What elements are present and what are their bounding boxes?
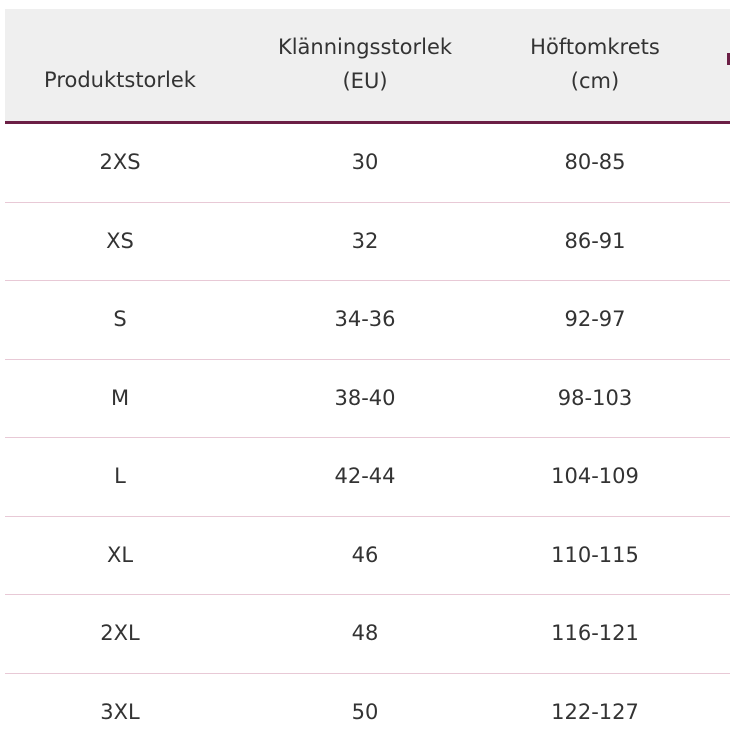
hip-circumference-cell: 80-85 bbox=[564, 150, 626, 174]
hip-circumference-cell: 92-97 bbox=[564, 307, 626, 331]
product-size-cell: S bbox=[113, 307, 127, 331]
header-dress-size: Klänningsstorlek (EU) bbox=[235, 30, 495, 98]
dress-size-cell: 32 bbox=[351, 228, 379, 253]
dress-size-cell: 34-36 bbox=[334, 307, 396, 331]
table-row: L 42-44 104-109 bbox=[5, 438, 730, 517]
dress-size-cell: 30 bbox=[351, 150, 379, 174]
hip-circumference-cell: 98-103 bbox=[557, 385, 633, 410]
table-row: XL 46 110-115 bbox=[5, 517, 730, 595]
hip-circumference-cell: 116-121 bbox=[551, 621, 639, 645]
hip-circumference-cell: 110-115 bbox=[551, 542, 639, 567]
dress-size-cell: 42-44 bbox=[334, 464, 396, 488]
header-hip-unit: (cm) bbox=[570, 69, 620, 93]
table-header-row: Produktstorlek Klänningsstorlek (EU) Höf… bbox=[5, 9, 730, 124]
table-row: 3XL 50 122-127 bbox=[5, 674, 730, 752]
header-hip-circumference: Höftomkrets (cm) bbox=[495, 30, 695, 98]
header-dress-size-unit: (EU) bbox=[342, 69, 388, 93]
product-size-cell: M bbox=[110, 385, 130, 410]
header-dress-size-label: Klänningsstorlek bbox=[277, 35, 453, 59]
dress-size-cell: 50 bbox=[351, 699, 379, 724]
dress-size-cell: 48 bbox=[351, 621, 379, 645]
table-row: M 38-40 98-103 bbox=[5, 360, 730, 438]
header-hip-label: Höftomkrets bbox=[530, 35, 660, 59]
product-size-cell: XL bbox=[106, 542, 134, 567]
hip-circumference-cell: 122-127 bbox=[551, 699, 639, 724]
table-row: 2XL 48 116-121 bbox=[5, 595, 730, 674]
clipped-column-edge bbox=[727, 53, 730, 65]
header-product-size: Produktstorlek bbox=[5, 63, 235, 97]
product-size-cell: XS bbox=[106, 228, 134, 253]
product-size-cell: 2XS bbox=[99, 150, 141, 174]
product-size-cell: 2XL bbox=[100, 621, 140, 645]
size-chart-table: Produktstorlek Klänningsstorlek (EU) Höf… bbox=[5, 9, 730, 751]
header-product-size-label: Produktstorlek bbox=[44, 68, 196, 92]
table-row: XS 32 86-91 bbox=[5, 203, 730, 281]
table-body: 2XS 30 80-85 XS 32 86-91 S 34-36 92-97 M 38-40 98-1… bbox=[5, 124, 730, 751]
hip-circumference-cell: 86-91 bbox=[564, 228, 626, 253]
dress-size-cell: 38-40 bbox=[334, 385, 396, 410]
product-size-cell: L bbox=[114, 464, 126, 488]
table-row: S 34-36 92-97 bbox=[5, 281, 730, 360]
hip-circumference-cell: 104-109 bbox=[551, 464, 639, 488]
table-row: 2XS 30 80-85 bbox=[5, 124, 730, 203]
product-size-cell: 3XL bbox=[100, 699, 140, 724]
dress-size-cell: 46 bbox=[351, 542, 379, 567]
